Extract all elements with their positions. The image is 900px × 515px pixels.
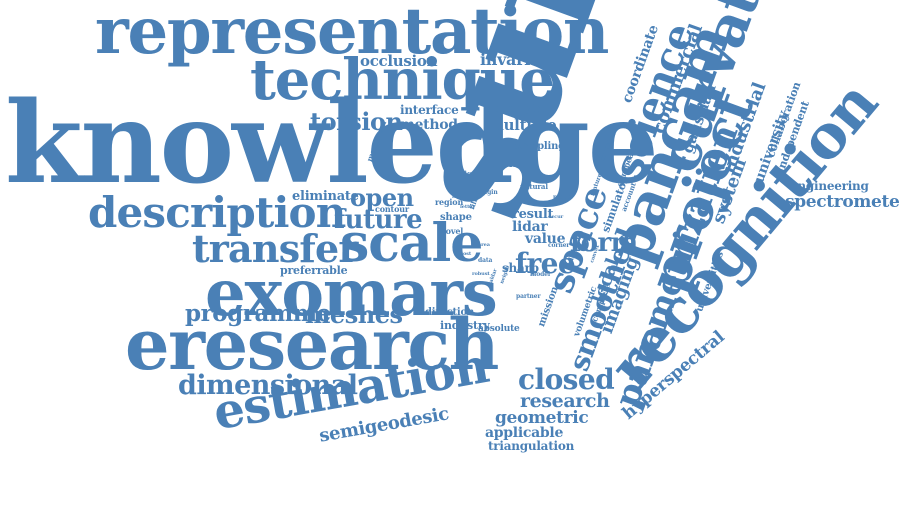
word-natural: natural [520,182,548,191]
word-result: result [512,207,554,222]
word-preferrable: preferrable [280,264,348,277]
word-knowledge: knowledge [5,78,659,209]
word-mission: mission [536,285,561,329]
word-description: description [88,188,346,237]
word-exomars: exomars [205,256,498,331]
word-eresearch: eresearch [125,303,499,386]
word-value: value [525,231,566,247]
word-corner: corner [548,242,570,249]
word-novel: novel [440,226,464,236]
word-industry: industry [440,319,490,332]
word-robust: robust [472,271,490,277]
word-occur: occur [548,214,564,220]
word-underlying: underlying [485,102,550,115]
word-absolute: absolute [478,324,520,334]
word-open: open [350,183,414,212]
word-meshes: meshes [305,300,403,329]
word-occlusion: occlusion [360,52,438,70]
word-sampling: sampling [515,141,565,152]
word-method: method [400,117,458,133]
word-closed: closed [518,363,615,396]
word-model: model [530,271,551,278]
word-direction: direction [425,307,475,318]
word-letter: letter [460,204,475,210]
word-lidar: lidar [512,219,548,235]
word-programme: programme [185,300,331,327]
word-applicable: applicable [485,425,564,441]
word-engineering: engineering [790,179,869,193]
word-form: form [570,228,638,258]
word-interface: interface [400,103,459,117]
word-region: region [435,197,464,207]
word-triangulation: triangulation [488,439,575,453]
word-contour: contour [375,204,409,214]
word-multiple: multiple [488,116,557,134]
word-representation: representation [95,0,609,69]
word-cost: cost [460,251,472,257]
word-transfer: transfer [192,226,358,271]
word-technique: technique [250,47,555,113]
word-future: future [334,205,423,235]
word-data: data [478,257,493,264]
word-efficient: efficient [490,159,527,169]
word-eliminate: eliminate [292,189,359,204]
word-point: point [553,194,571,201]
word-partner: partner [516,293,541,300]
word-free: free [515,247,576,280]
word-level: level [452,194,465,200]
word-dimensional: dimensional [178,370,358,401]
word-sharp: sharp [502,261,539,275]
word-optical: optical [452,169,478,178]
word-invariant: invariant [480,50,559,69]
word-scale: scale [340,213,483,274]
word-shape: shape [440,212,472,223]
word-research: research [520,390,610,412]
word-spectrometer: spectrometer [785,192,900,212]
word-area: area [478,242,490,248]
word-torsion: torsion [310,107,403,136]
word-geometric: geometric [495,408,589,428]
word-origin: origin [478,189,498,196]
